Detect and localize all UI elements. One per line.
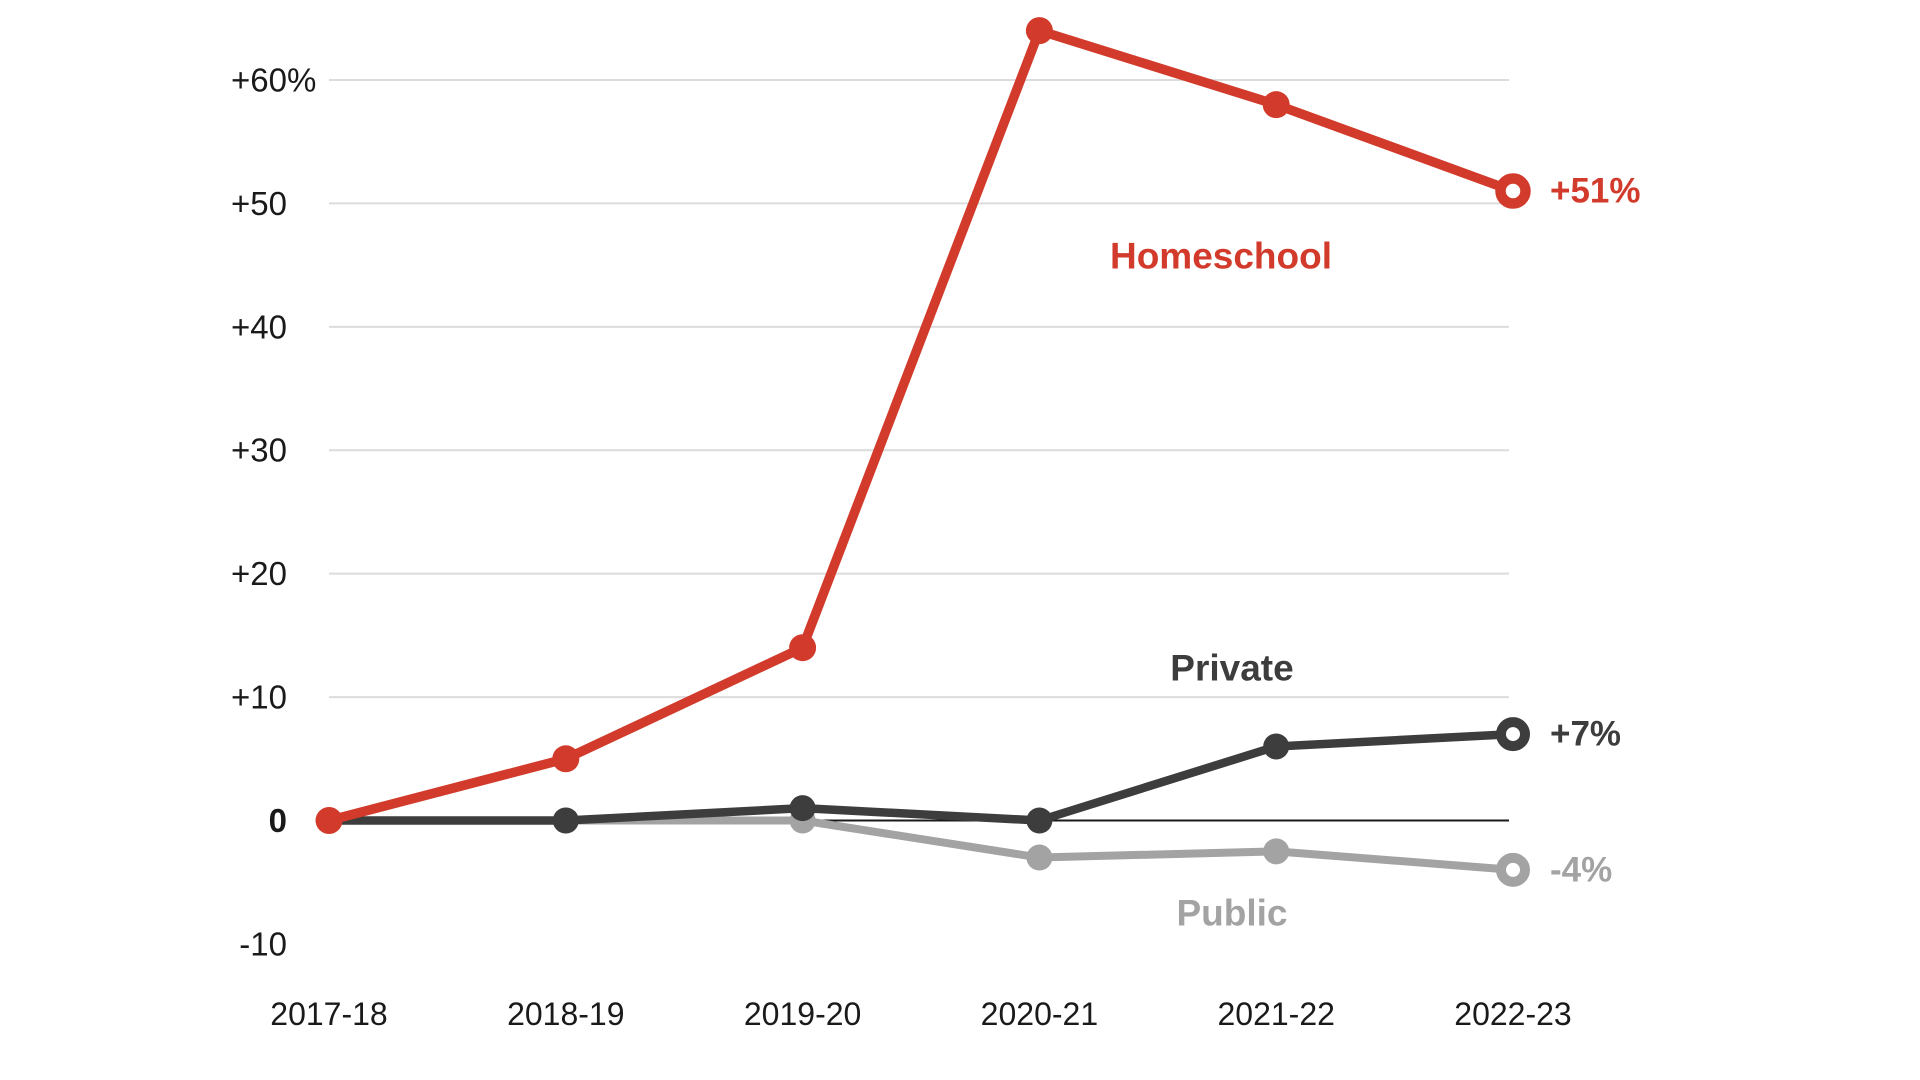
public-point-marker <box>1026 844 1053 871</box>
private-line <box>324 729 1518 825</box>
private-series-label: Private <box>1170 648 1293 689</box>
x-axis-tick-label: 2018-19 <box>507 996 624 1032</box>
public-line <box>325 816 1517 874</box>
homeschool-end-value-label: +51% <box>1550 172 1641 211</box>
y-axis-tick-label: +50 <box>231 185 287 222</box>
public-point-marker <box>1263 838 1290 865</box>
private-endpoint-ring-marker <box>1496 717 1530 752</box>
homeschool-point-marker <box>789 634 817 662</box>
y-axis-tick-label: 0 <box>269 802 287 839</box>
y-axis-tick-label: -10 <box>239 925 287 962</box>
homeschool-endpoint-ring-marker <box>1495 173 1531 209</box>
x-axis-tick-label: 2017-18 <box>270 996 387 1032</box>
homeschool-series-label: Homeschool <box>1110 236 1332 277</box>
x-axis-tick-label: 2021-22 <box>1217 996 1334 1032</box>
y-axis-tick-label: +20 <box>231 555 287 592</box>
homeschool-point-marker <box>1262 91 1290 119</box>
private-point-marker <box>1263 733 1290 760</box>
y-axis-tick-label: +60 <box>231 61 287 98</box>
private-point-marker <box>552 807 579 834</box>
x-axis-tick-label: 2022-23 <box>1454 996 1571 1032</box>
homeschool-line <box>324 25 1518 826</box>
public-end-value-label: -4% <box>1550 850 1612 889</box>
public-series-label: Public <box>1176 893 1287 934</box>
homeschool-point-marker <box>1025 17 1053 45</box>
y-axis-tick-label: +40 <box>231 308 287 345</box>
private-end-value-label: +7% <box>1550 715 1621 754</box>
x-axis-tick-label: 2019-20 <box>744 996 861 1032</box>
public-endpoint-ring-marker <box>1496 852 1530 887</box>
homeschool-point-marker <box>552 745 580 773</box>
private-point-marker <box>789 795 816 822</box>
y-axis-tick-suffix: % <box>287 61 316 98</box>
homeschool-point-marker <box>315 807 343 834</box>
y-axis-tick-label: +10 <box>231 679 287 716</box>
private-point-marker <box>1026 807 1053 834</box>
x-axis-tick-label: 2020-21 <box>981 996 1098 1032</box>
y-axis-tick-label: +30 <box>231 432 287 469</box>
